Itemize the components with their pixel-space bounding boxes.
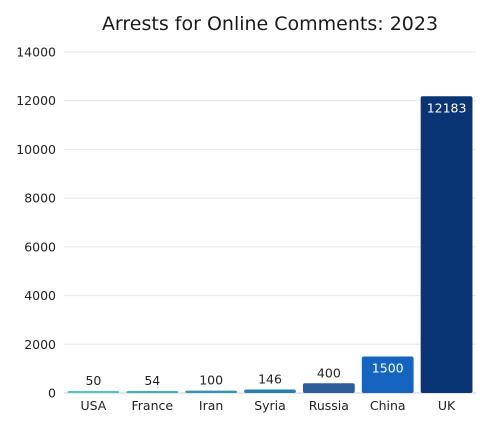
x-tick-label-russia: Russia (309, 398, 349, 413)
y-axis-ticks: 0 2000 4000 6000 8000 10000 12000 14000 (16, 45, 56, 401)
bars (67, 96, 473, 393)
y-tick-label: 12000 (16, 93, 56, 108)
y-tick-label: 14000 (16, 45, 56, 60)
bar-france (126, 391, 179, 393)
data-label-china: 1500 (372, 360, 404, 375)
x-tick-label-france: France (131, 398, 173, 413)
x-tick-label-china: China (370, 398, 406, 413)
data-label-iran: 100 (199, 373, 223, 388)
gridlines (64, 51, 476, 394)
data-label-france: 54 (144, 373, 160, 388)
data-label-usa: 50 (85, 373, 101, 388)
x-tick-label-uk: UK (438, 398, 456, 413)
data-label-russia: 400 (317, 365, 341, 380)
y-tick-label: 6000 (24, 239, 56, 254)
y-tick-label: 4000 (24, 288, 56, 303)
bar-china (361, 356, 414, 393)
y-tick-label: 10000 (16, 142, 56, 157)
y-tick-label: 0 (48, 386, 56, 401)
x-tick-label-syria: Syria (254, 398, 286, 413)
data-label-syria: 146 (258, 371, 282, 386)
y-tick-label: 2000 (24, 337, 56, 352)
bar-russia (302, 383, 355, 393)
bar-usa (67, 391, 120, 393)
y-tick-label: 8000 (24, 191, 56, 206)
x-tick-label-usa: USA (80, 398, 106, 413)
x-tick-label-iran: Iran (199, 398, 223, 413)
data-labels: 50 54 100 146 400 1500 12183 (85, 100, 466, 388)
bar-iran (185, 390, 238, 393)
bar-uk (420, 96, 473, 393)
x-axis-ticks: USA France Iran Syria Russia China UK (80, 398, 456, 413)
chart-title: Arrests for Online Comments: 2023 (102, 13, 438, 35)
data-label-uk: 12183 (427, 100, 467, 115)
bar-syria (244, 389, 296, 393)
